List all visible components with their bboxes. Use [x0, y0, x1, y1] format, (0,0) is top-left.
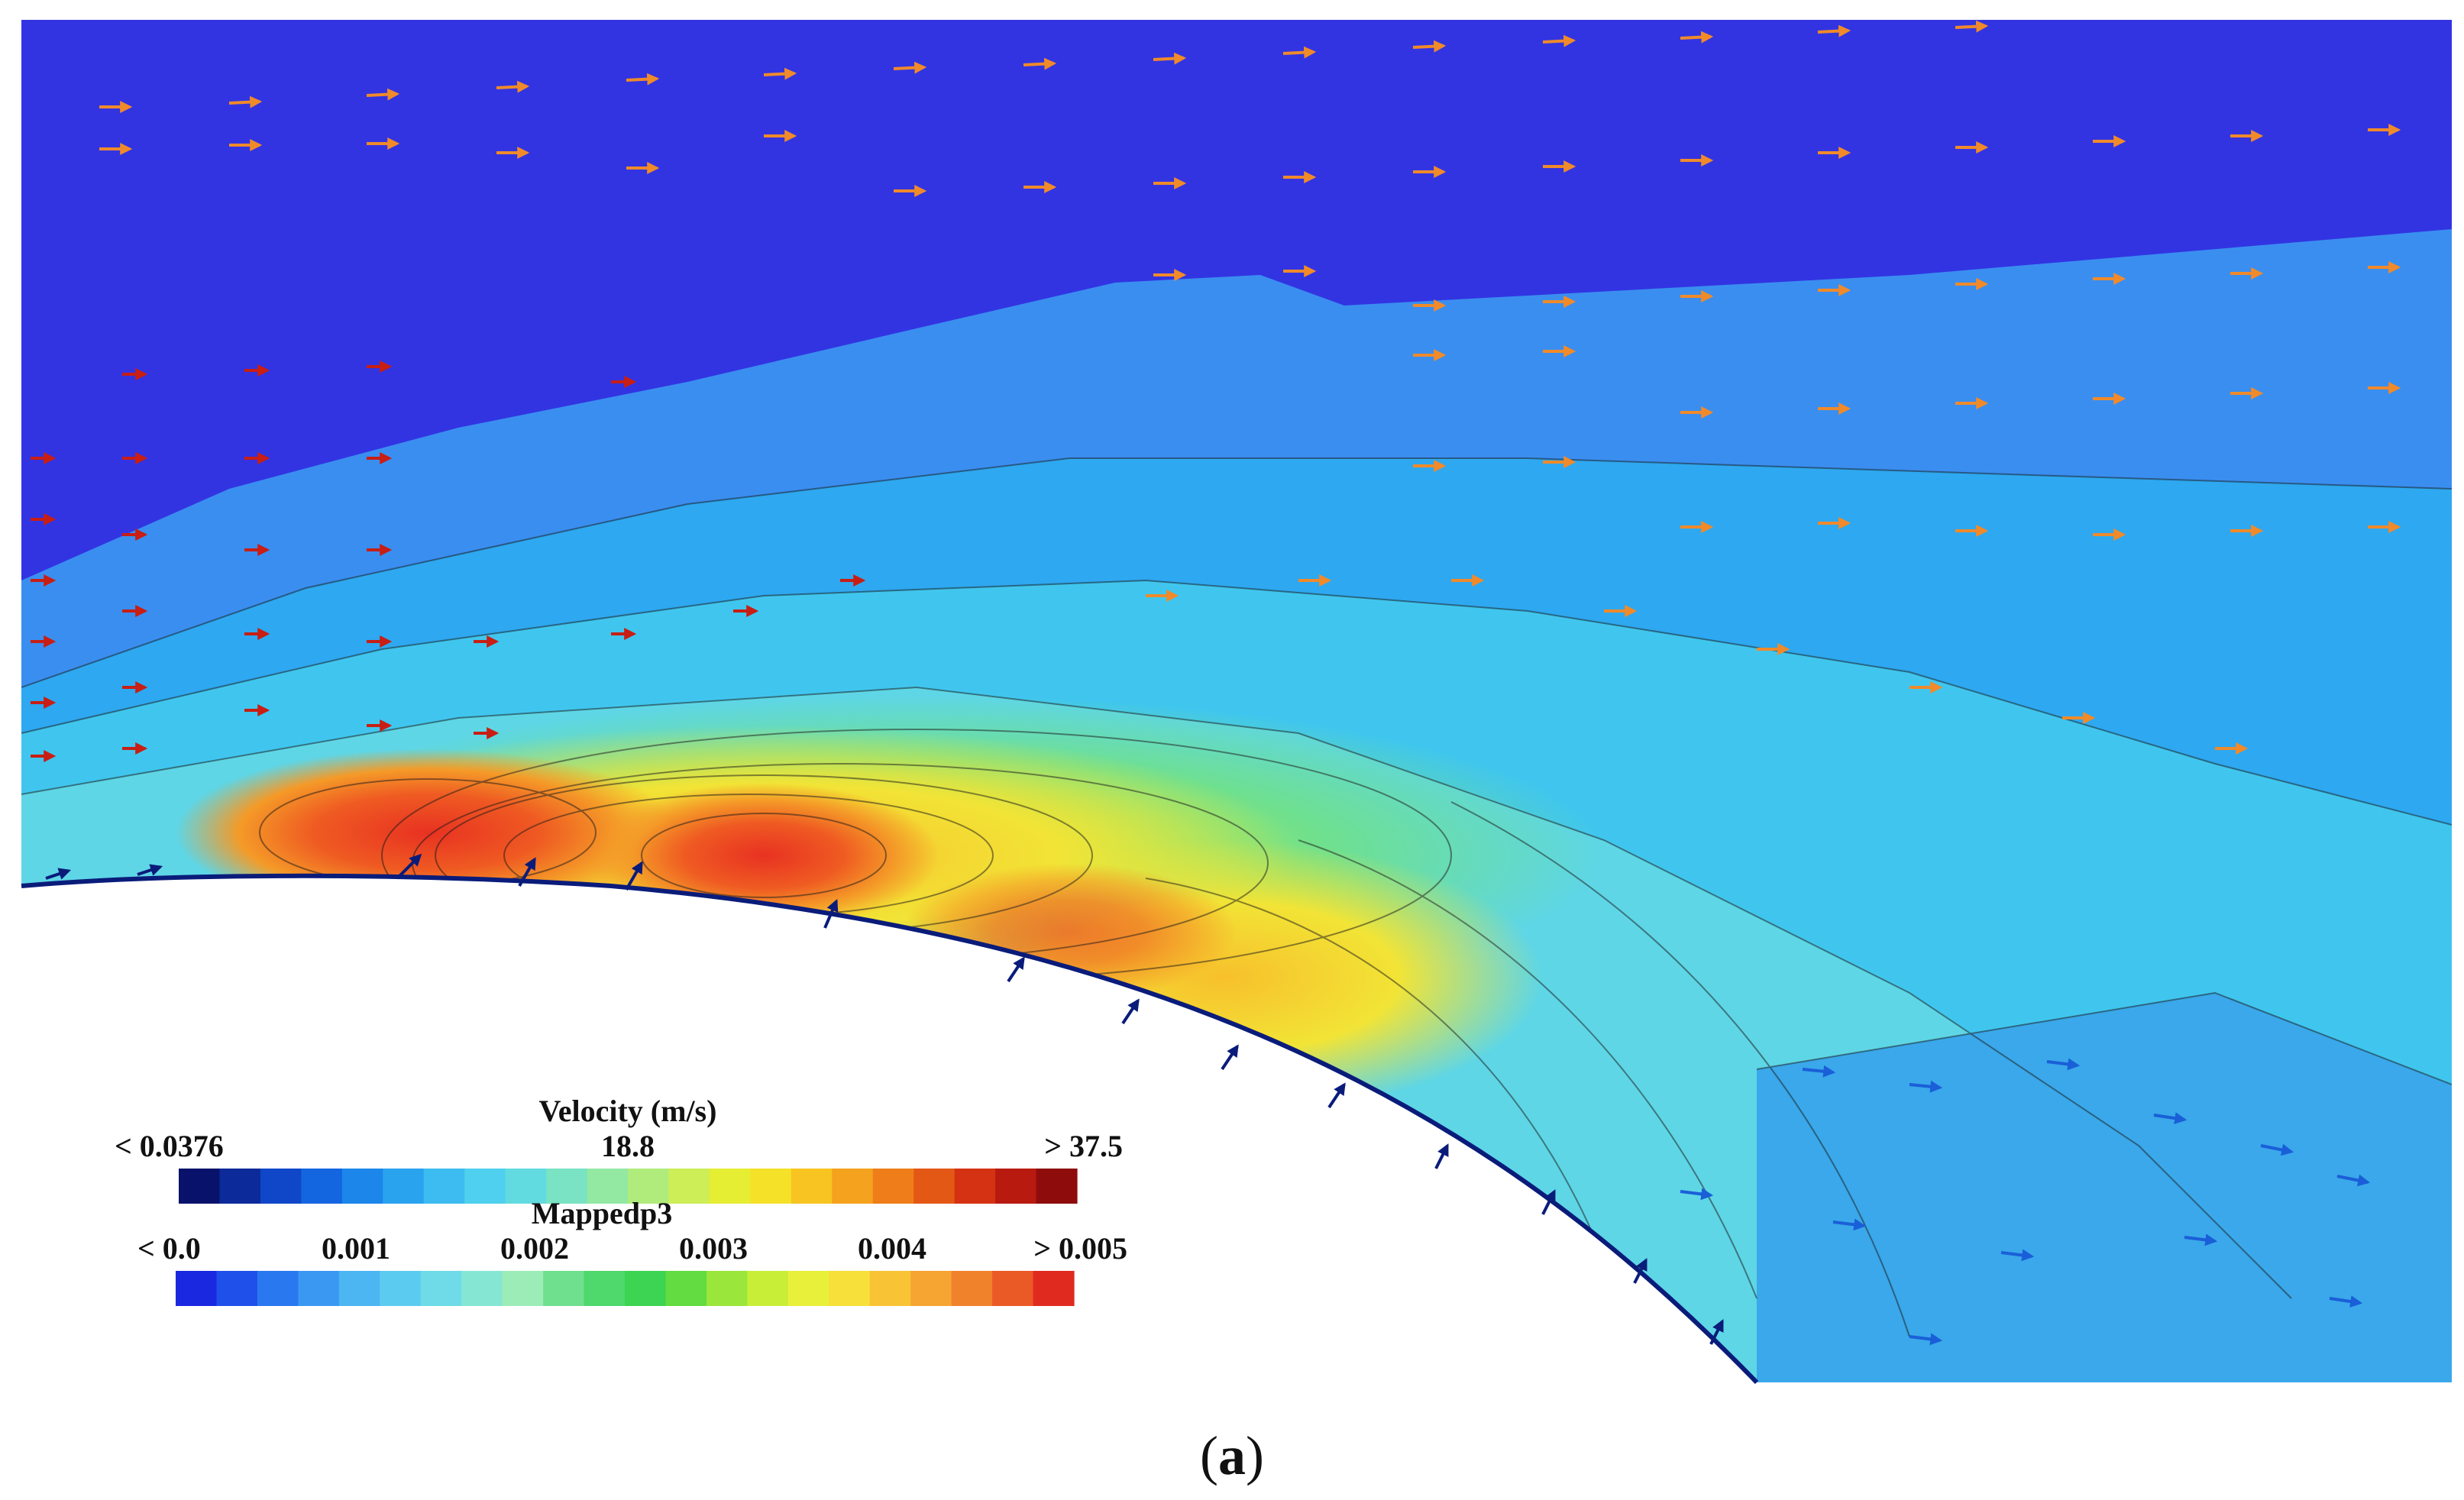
mappedp3-colorbar-swatch [543, 1271, 585, 1306]
mappedp3-legend: Mappedp3 < 0.0 0.001 0.002 0.003 0.004 >… [137, 1196, 1127, 1306]
mappedp3-tick-1: 0.001 [322, 1231, 390, 1266]
mappedp3-tick-2: 0.002 [500, 1231, 569, 1266]
velocity-vectors [31, 20, 2401, 1346]
velocity-colorbar-swatch [668, 1169, 710, 1204]
velocity-colorbar-swatch [260, 1169, 302, 1204]
velocity-colorbar-swatch [219, 1169, 261, 1204]
mappedp3-colorbar-swatch [910, 1271, 952, 1306]
velocity-colorbar-swatch [791, 1169, 833, 1204]
mappedp3-colorbar-swatch [706, 1271, 748, 1306]
mappedp3-colorbar-swatch [951, 1271, 993, 1306]
velocity-colorbar-swatch [587, 1169, 629, 1204]
velocity-tick-min: < 0.0376 [115, 1129, 224, 1163]
mappedp3-colorbar [176, 1271, 1075, 1306]
velocity-legend-title: Velocity (m/s) [539, 1094, 717, 1128]
velocity-colorbar-swatch [995, 1169, 1037, 1204]
velocity-colorbar-swatch [301, 1169, 343, 1204]
velocity-colorbar-swatch [546, 1169, 588, 1204]
mappedp3-tick-5: > 0.005 [1033, 1231, 1127, 1266]
mappedp3-colorbar-swatch [665, 1271, 707, 1306]
mappedp3-legend-title: Mappedp3 [532, 1196, 673, 1230]
mappedp3-colorbar-swatch [869, 1271, 911, 1306]
velocity-colorbar-swatch [913, 1169, 956, 1204]
mappedp3-tick-4: 0.004 [858, 1231, 926, 1266]
mappedp3-colorbar-swatch [461, 1271, 503, 1306]
velocity-colorbar-swatch [464, 1169, 506, 1204]
velocity-colorbar-swatch [832, 1169, 874, 1204]
velocity-colorbar-swatch [423, 1169, 465, 1204]
velocity-colorbar-swatch [341, 1169, 383, 1204]
velocity-colorbar-swatch [1036, 1169, 1078, 1204]
mappedp3-colorbar-swatch [625, 1271, 667, 1306]
velocity-colorbar-swatch [750, 1169, 792, 1204]
velocity-colorbar-swatch [872, 1169, 914, 1204]
mappedp3-colorbar-swatch [176, 1271, 218, 1306]
velocity-tick-mid: 18.8 [601, 1129, 655, 1163]
mappedp3-colorbar-swatch [829, 1271, 871, 1306]
caption-letter: a [1218, 1425, 1246, 1486]
velocity-colorbar [179, 1169, 1078, 1204]
velocity-colorbar-swatch [628, 1169, 670, 1204]
velocity-colorbar-swatch [179, 1169, 221, 1204]
mappedp3-tick-0: < 0.0 [137, 1231, 201, 1266]
mappedp3-colorbar-swatch [380, 1271, 422, 1306]
velocity-colorbar-swatch [505, 1169, 547, 1204]
mappedp3-colorbar-swatch [502, 1271, 544, 1306]
mappedp3-colorbar-swatch [992, 1271, 1034, 1306]
mappedp3-colorbar-swatch [216, 1271, 258, 1306]
mappedp3-colorbar-swatch [747, 1271, 789, 1306]
mappedp3-colorbar-swatch [298, 1271, 340, 1306]
mappedp3-colorbar-swatch [420, 1271, 462, 1306]
velocity-tick-max: > 37.5 [1044, 1129, 1123, 1163]
mappedp3-colorbar-swatch [1033, 1271, 1075, 1306]
mappedp3-colorbar-swatch [257, 1271, 299, 1306]
mappedp3-colorbar-swatch [787, 1271, 829, 1306]
figure-caption: (a) [1200, 1425, 1264, 1486]
velocity-colorbar-swatch [954, 1169, 996, 1204]
velocity-colorbar-swatch [383, 1169, 425, 1204]
mappedp3-colorbar-swatch [584, 1271, 626, 1306]
mappedp3-colorbar-swatch [338, 1271, 380, 1306]
airfoil-surface [21, 873, 1759, 1385]
velocity-legend: Velocity (m/s) < 0.0376 18.8 > 37.5 [115, 1094, 1123, 1204]
velocity-colorbar-swatch [709, 1169, 751, 1204]
mappedp3-tick-3: 0.003 [679, 1231, 748, 1266]
